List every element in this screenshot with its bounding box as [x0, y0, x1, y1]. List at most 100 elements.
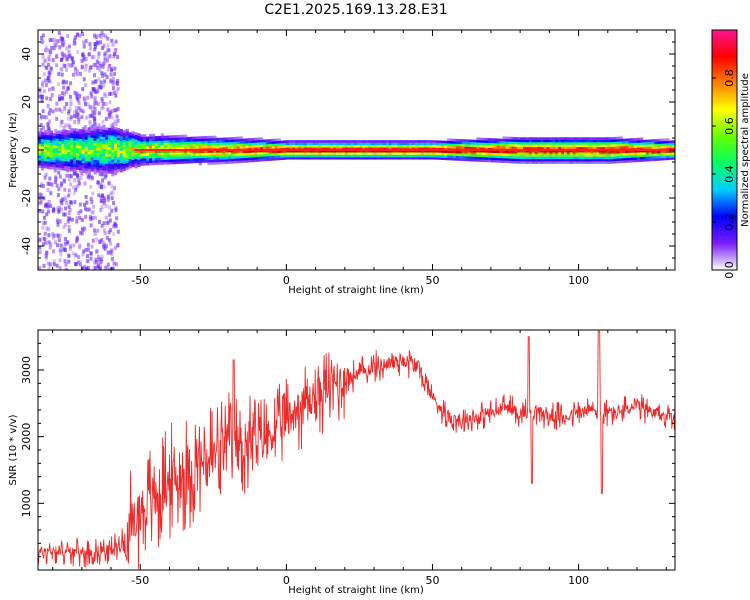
spectrogram-cell: [303, 152, 308, 155]
spectrogram-cell: [222, 161, 226, 165]
spectrogram-cell: [406, 144, 410, 148]
spectrogram-cell: [420, 142, 424, 146]
colorbar-label: Normalized spectral amplitude: [740, 73, 750, 227]
spectrogram-cell: [64, 139, 68, 143]
spectrogram-cell: [391, 147, 395, 150]
spectrogram-cell: [525, 146, 530, 150]
spectrogram-cell: [374, 156, 378, 160]
spectrogram-cell: [233, 160, 237, 164]
spectrogram-noise-cell: [57, 30, 61, 35]
spectrogram-cell: [78, 145, 83, 149]
spectrogram-cell: [274, 153, 278, 156]
spectrogram-cell: [435, 140, 439, 143]
spectrogram-cell: [119, 136, 124, 139]
spectrogram-cell: [534, 146, 538, 150]
spectrogram-noise-cell: [48, 87, 52, 92]
spectrogram-cell: [379, 152, 384, 155]
spectrogram-cell: [58, 157, 62, 161]
spectrogram-noise-cell: [104, 34, 108, 39]
spectrogram-cell: [277, 138, 281, 142]
spectrogram-cell: [631, 138, 635, 141]
spectrogram-noise-cell: [55, 183, 59, 188]
spectrogram-cell: [49, 149, 53, 153]
x-tick-label: 50: [425, 274, 439, 287]
spectrogram-cell: [584, 137, 588, 140]
spectrogram-noise-cell: [45, 212, 49, 217]
spectrogram-noise-cell: [80, 218, 84, 223]
spectrogram-noise-cell: [40, 98, 44, 103]
spectrogram-noise-cell: [93, 117, 97, 122]
spectrogram-cell: [604, 144, 609, 148]
spectrogram-noise-cell: [39, 122, 43, 127]
spectrogram-cell: [204, 155, 208, 158]
spectrogram-cell: [371, 140, 375, 143]
spectrogram-cell: [534, 144, 538, 148]
spectrogram-noise-cell: [107, 238, 111, 243]
spectrogram-cell: [49, 147, 53, 150]
spectrogram-cell: [75, 164, 80, 168]
spectrogram-noise-cell: [54, 107, 58, 112]
spectrogram-cell: [590, 144, 594, 148]
spectrogram-cell: [70, 132, 74, 136]
spectrogram-noise-cell: [77, 254, 81, 259]
spectrogram-cell: [613, 146, 617, 150]
spectrogram-cell: [371, 152, 375, 155]
spectrogram-cell: [265, 146, 270, 150]
spectrogram-cell: [447, 138, 451, 142]
spectrogram-cell: [248, 152, 252, 156]
spectrogram-cell: [122, 166, 126, 169]
spectrogram-cell: [154, 157, 159, 161]
spectrogram-cell: [596, 151, 600, 155]
spectrogram-cell: [531, 144, 536, 148]
spectrogram-cell: [195, 141, 199, 144]
spectrogram-cell: [213, 150, 217, 153]
spectrogram-cell: [105, 141, 109, 145]
spectrogram-cell: [470, 142, 474, 145]
spectrogram-noise-cell: [67, 228, 71, 233]
spectrogram-cell: [420, 147, 424, 150]
spectrogram-noise-cell: [109, 79, 113, 84]
spectrogram-cell: [61, 141, 65, 145]
spectrogram-cell: [113, 136, 118, 140]
spectrogram-cell: [306, 156, 311, 160]
spectrogram-cell: [75, 133, 80, 137]
spectrogram-cell: [295, 154, 299, 158]
spectrogram-cell: [265, 153, 270, 157]
spectrogram-cell: [631, 142, 635, 146]
spectrogram-noise-cell: [106, 262, 110, 267]
spectrogram-cell: [295, 144, 299, 148]
spectrogram-cell: [248, 159, 252, 163]
spectrogram-cell: [537, 137, 541, 140]
spectrogram-cell: [75, 128, 80, 132]
spectrogram-noise-cell: [69, 174, 73, 179]
spectrogram-cell: [575, 144, 579, 148]
spectrogram-cell: [298, 152, 302, 155]
spectrogram-cell: [286, 149, 290, 153]
spectrogram-cell: [131, 131, 135, 134]
spectrogram-cell: [128, 161, 132, 164]
spectrogram-cell: [55, 135, 59, 139]
spectrogram-noise-cell: [59, 183, 63, 188]
spectrogram-cell: [537, 144, 541, 148]
spectrogram-noise-cell: [111, 190, 115, 195]
spectrogram-cell: [639, 142, 644, 146]
spectrogram-cell: [131, 155, 135, 158]
spectrogram-cell: [622, 138, 626, 142]
spectrogram-cell: [546, 137, 550, 140]
spectrogram-cell: [131, 140, 135, 144]
spectrogram-cell: [189, 151, 194, 154]
spectrogram-cell: [125, 152, 129, 156]
spectrogram-cell: [160, 135, 164, 139]
spectrogram-cell: [149, 141, 153, 144]
spectrogram-cell: [84, 161, 88, 164]
spectrogram-noise-cell: [48, 52, 52, 57]
spectrogram-cell: [639, 144, 644, 148]
spectrogram-cell: [157, 155, 162, 158]
spectrogram-cell: [558, 146, 562, 150]
spectrogram-cell: [657, 158, 661, 161]
spectrogram-cell: [81, 141, 86, 145]
spectrogram-cell: [566, 144, 571, 148]
spectrogram-cell: [222, 137, 226, 141]
spectrogram-cell: [423, 154, 427, 158]
spectrogram-cell: [496, 140, 500, 144]
